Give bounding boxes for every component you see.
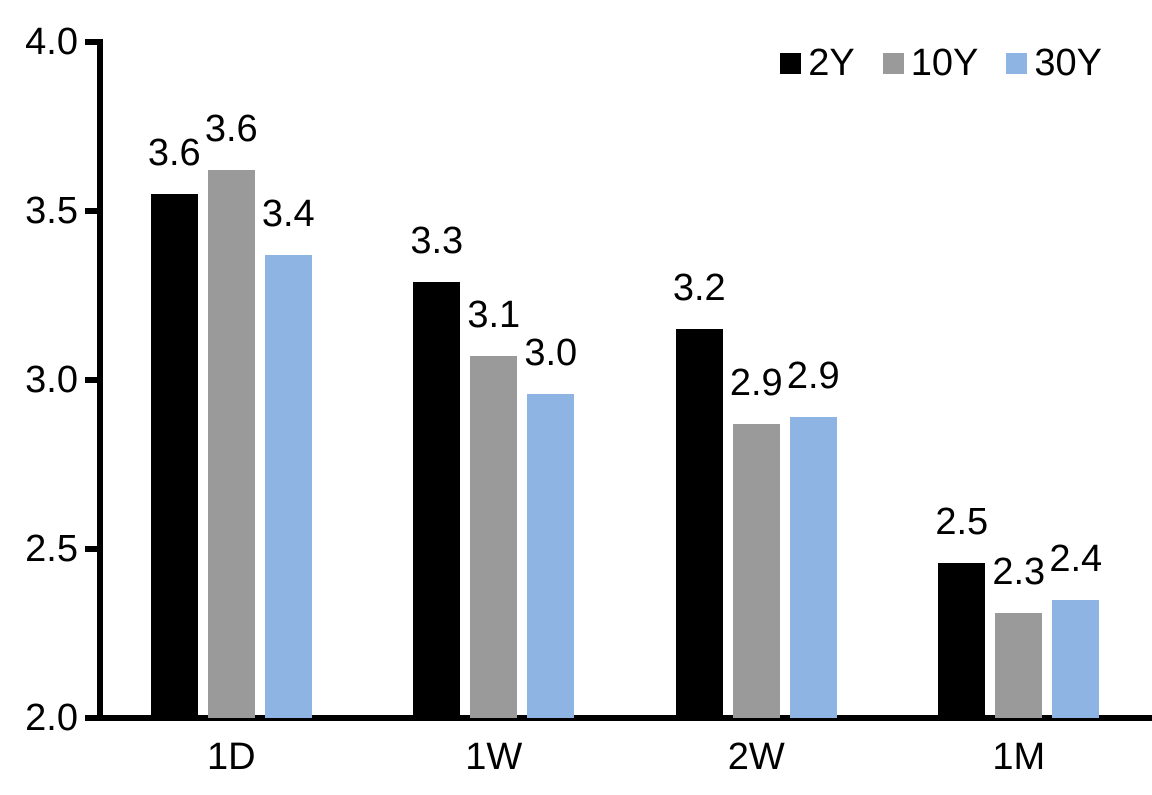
bar-value-label: 2.4	[1049, 537, 1103, 580]
bar-value-label: 2.9	[729, 361, 783, 404]
bar-2y-1m: 2.5	[935, 503, 988, 718]
y-axis-tick	[85, 39, 101, 45]
bar-value-label: 3.1	[467, 294, 521, 337]
legend-item-30y: 30Y	[1006, 44, 1102, 82]
y-axis-tick	[85, 715, 101, 721]
bar-group-1d: 3.6 3.6 3.4	[100, 42, 363, 718]
bar-30y-2w: 2.9	[787, 357, 840, 718]
bar-2y-2w: 3.2	[673, 269, 726, 718]
x-axis-category-label: 1D	[206, 736, 256, 778]
x-axis-line	[95, 715, 1152, 721]
legend-label: 2Y	[808, 42, 855, 84]
legend-label: 30Y	[1034, 42, 1102, 84]
bar-30y-1m: 2.4	[1049, 540, 1102, 718]
bar-value-label: 3.0	[524, 331, 578, 374]
y-axis-tick-label: 2.5	[25, 528, 78, 570]
legend-label: 10Y	[910, 42, 979, 84]
bar-10y-1w: 3.1	[467, 296, 520, 718]
legend: 2Y 10Y 30Y	[780, 44, 1102, 82]
y-axis-tick-label: 2.0	[25, 697, 78, 739]
bar-10y-1d: 3.6	[205, 110, 258, 718]
legend-item-10y: 10Y	[882, 42, 979, 84]
y-axis-tick-label: 3.5	[25, 190, 78, 232]
bar-group-2w: 3.2 2.9 2.9	[625, 42, 888, 718]
bar-value-label: 3.3	[410, 220, 464, 262]
bar-value-label: 3.6	[147, 132, 201, 175]
x-axis-category-label: 2W	[727, 736, 785, 778]
legend-item-2y: 2Y	[780, 42, 855, 84]
bar-30y-1w: 3.0	[524, 334, 577, 718]
bar-10y-1m: 2.3	[992, 553, 1045, 718]
bar-30y-1d: 3.4	[262, 195, 315, 718]
legend-swatch-icon	[882, 52, 904, 74]
bar-group-1w: 3.3 3.1 3.0	[363, 42, 626, 718]
y-axis-tick-label: 4.0	[25, 21, 78, 63]
bar-value-label: 2.9	[786, 355, 840, 398]
bar-value-label: 2.5	[935, 500, 989, 543]
bar-value-label: 3.6	[204, 108, 258, 151]
bar-10y-2w: 2.9	[730, 364, 783, 718]
y-axis-tick	[85, 546, 101, 552]
bar-2y-1d: 3.6	[148, 134, 201, 718]
x-axis-category-label: 1W	[465, 736, 523, 778]
legend-swatch-icon	[780, 52, 802, 74]
bar-2y-1w: 3.3	[410, 222, 463, 718]
y-axis-tick	[85, 377, 101, 383]
bar-value-label: 3.4	[261, 192, 315, 235]
bar-value-label: 2.3	[992, 551, 1046, 594]
legend-swatch-icon	[1006, 52, 1028, 74]
plot-area: 3.6 3.6 3.4 3.3 3.1 3.0 3.2 2.9 2.9 2.5 2.3 2.4	[100, 42, 1150, 718]
bar-group-1m: 2.5 2.3 2.4	[888, 42, 1151, 718]
x-axis-category-label: 1M	[992, 736, 1046, 778]
y-axis-tick	[85, 208, 101, 214]
bar-value-label: 3.2	[672, 267, 726, 310]
y-axis-tick-label: 3.0	[25, 359, 78, 401]
